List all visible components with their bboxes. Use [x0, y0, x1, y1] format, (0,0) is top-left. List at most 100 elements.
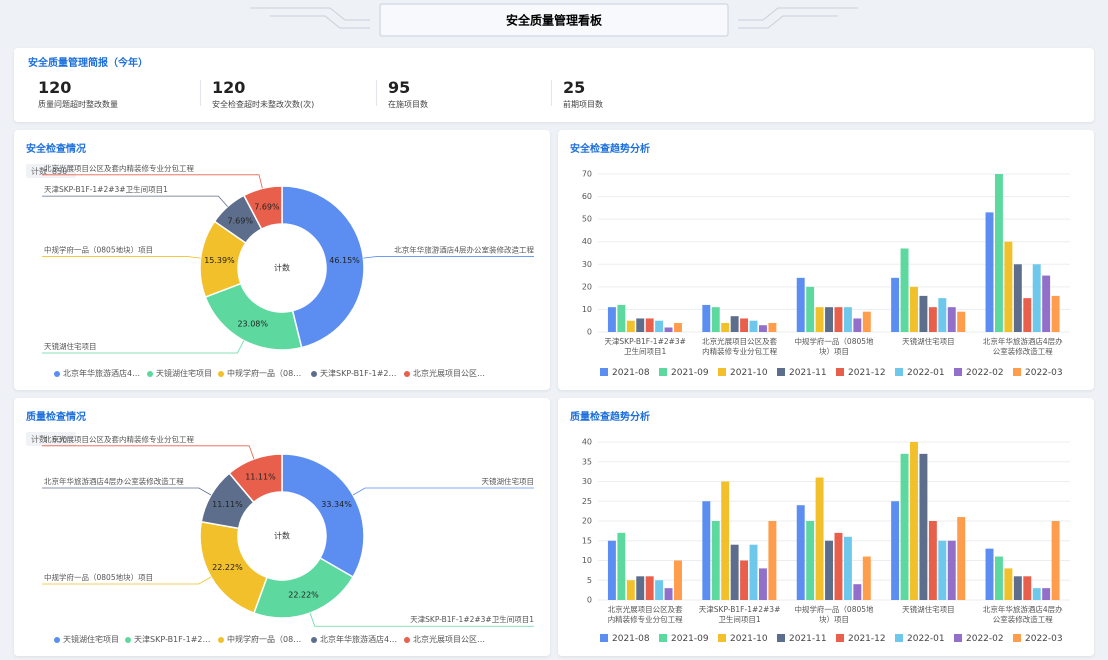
- bar: [740, 560, 749, 600]
- bar: [1013, 576, 1022, 600]
- bar: [702, 304, 711, 332]
- legend-label: 2021-10: [730, 368, 768, 378]
- bar: [938, 298, 947, 332]
- count-label: 计数: [31, 166, 47, 176]
- y-tick-label: 0: [587, 328, 592, 337]
- bar: [919, 295, 928, 332]
- bar: [721, 322, 730, 332]
- legend-swatch: [836, 634, 844, 642]
- bar: [617, 532, 626, 600]
- chart: 安全检查趋势分析 0 10 20 30 40 50 60 70 2021-08 2021-09 202…: [570, 142, 1070, 378]
- chart-panel: 质量检查情况 计数 630 33.34% 天镜湖住宅项目 22.22% 天津SKP-B1F-…: [14, 398, 550, 656]
- header: 安全质量管理看板: [250, 3, 858, 37]
- bar: [919, 453, 928, 600]
- legend-label: 天津SKP-B1F-1#2#3#卫生间项目1: [134, 635, 212, 644]
- legend-label: 2021-08: [612, 634, 650, 644]
- bar: [985, 548, 994, 600]
- legend-swatch: [718, 368, 726, 376]
- legend-dot: [311, 370, 317, 377]
- legend-label: 2021-12: [848, 368, 886, 378]
- bar: [910, 442, 918, 600]
- bar: [947, 540, 956, 600]
- bar: [664, 588, 673, 600]
- x-tick-label: 中规学府一品（0805地块）项目: [794, 337, 874, 356]
- chart-title: 安全检查趋势分析: [570, 142, 650, 155]
- bar: [862, 311, 871, 332]
- legend-item: 北京年华旅游酒店4层办公室装修改造工程: [311, 634, 398, 645]
- legend-dot: [218, 636, 224, 643]
- legend-swatch: [836, 368, 844, 376]
- slice-category-label: 北京光展项目公区及套内精装修专业分包工程: [44, 434, 194, 444]
- legend-label: 2021-11: [789, 368, 827, 378]
- slice-category-label: 北京年华旅游酒店4层办公室装修改造工程: [44, 476, 184, 486]
- bar: [636, 576, 645, 600]
- bar: [730, 316, 739, 332]
- legend-label: 2022-02: [966, 368, 1004, 378]
- legend-label: 2022-02: [966, 634, 1004, 644]
- bar: [655, 320, 664, 332]
- y-tick-label: 20: [582, 282, 592, 291]
- bar: [1013, 264, 1022, 332]
- bar: [825, 307, 833, 332]
- legend-label: 2022-03: [1025, 368, 1063, 378]
- y-tick-label: 70: [582, 170, 592, 179]
- summary-panel: 安全质量管理简报（今年） 120 质量问题超时整改数量 120 安全检查超时未整改次数…: [14, 48, 1094, 122]
- y-tick-label: 25: [582, 497, 592, 506]
- y-tick-label: 0: [587, 596, 592, 605]
- y-tick-label: 40: [582, 237, 592, 246]
- slice-value-label: 22.22%: [212, 563, 243, 572]
- slice-category-label: 天镜湖住宅项目: [44, 341, 97, 351]
- bar: [1004, 568, 1013, 600]
- divider: [551, 80, 552, 106]
- bar: [655, 580, 664, 600]
- slice-value-label: 23.08%: [237, 319, 268, 328]
- summary-label: 安全检查超时未整改次数(次): [212, 100, 315, 109]
- legend-item: 北京光展项目公区及套内精装修专业分包工程: [404, 368, 491, 379]
- slice-value-label: 11.11%: [212, 500, 243, 509]
- chart-panel: 质量检查趋势分析 0 5 10 15 20 25 30 35 40 2021-08 2021-09 20…: [558, 398, 1094, 656]
- legend-swatch: [600, 368, 608, 376]
- bar: [994, 174, 1003, 332]
- chart-title: 质量检查情况: [26, 410, 86, 423]
- bar: [928, 307, 937, 332]
- bar: [834, 532, 843, 600]
- bar: [740, 318, 749, 332]
- bar: [994, 556, 1003, 600]
- bar: [749, 320, 758, 332]
- legend-swatch: [1013, 368, 1021, 376]
- bar: [730, 544, 739, 600]
- y-tick-label: 30: [582, 477, 592, 486]
- legend-label: 天镜湖住宅项目: [156, 369, 212, 378]
- legend-dot: [311, 636, 317, 643]
- legend-label: 天镜湖住宅项目: [63, 635, 119, 644]
- donut-slice: [281, 185, 365, 349]
- y-tick-label: 10: [582, 556, 592, 565]
- leader-line: [309, 612, 534, 627]
- legend-swatch: [600, 634, 608, 642]
- legend-swatch: [895, 368, 903, 376]
- divider: [376, 80, 377, 106]
- bar: [843, 536, 852, 600]
- x-tick-label: 北京光展项目公区及套内精装修专业分包工程: [702, 337, 778, 356]
- summary-label: 质量问题超时整改数量: [38, 100, 118, 109]
- summary-label: 在施项目数: [388, 100, 428, 109]
- legend-label: 中规学府一品（0805地块）项目: [227, 369, 305, 378]
- bar: [815, 477, 824, 600]
- count-value: 850: [52, 167, 67, 176]
- y-tick-label: 5: [587, 576, 592, 585]
- legend-swatch: [777, 368, 785, 376]
- slice-value-label: 11.11%: [245, 472, 276, 481]
- bar: [1051, 521, 1060, 600]
- chart: 质量检查趋势分析 0 5 10 15 20 25 30 35 40 2021-08 2021-09 20…: [570, 410, 1070, 644]
- donut-slice: [281, 453, 365, 579]
- bar: [749, 544, 758, 600]
- bar: [928, 521, 937, 600]
- legend-label: 2021-12: [848, 634, 886, 644]
- y-tick-label: 35: [582, 457, 592, 466]
- bar: [891, 501, 900, 600]
- bar: [626, 320, 635, 332]
- legend-label: 中规学府一品（0805地块）项目: [227, 635, 305, 644]
- leader-line: [42, 487, 212, 496]
- divider: [200, 80, 201, 106]
